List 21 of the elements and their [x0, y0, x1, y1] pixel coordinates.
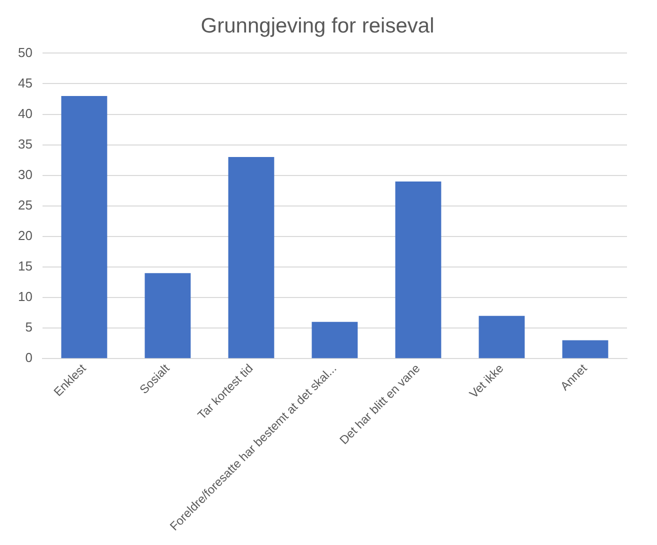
bar — [562, 340, 608, 358]
y-tick-label: 20 — [18, 228, 32, 244]
bar — [228, 157, 274, 358]
bar — [312, 322, 358, 358]
y-tick-label: 30 — [18, 166, 32, 182]
bar — [395, 181, 442, 358]
y-tick-label: 45 — [18, 75, 32, 90]
x-tick-label: Vet ikke — [466, 361, 506, 401]
y-tick-label: 15 — [18, 258, 32, 274]
y-tick-label: 50 — [18, 44, 32, 60]
y-tick-label: 5 — [25, 320, 32, 335]
y-tick-label: 0 — [25, 350, 32, 366]
chart-title: Grunngjeving for reiseval — [200, 14, 434, 38]
bar — [144, 273, 191, 358]
bar — [61, 96, 108, 358]
y-tick-label: 35 — [18, 136, 32, 152]
bar — [478, 316, 525, 358]
y-tick-label: 40 — [18, 106, 32, 121]
x-tick-label: Det har blitt en vane — [336, 361, 423, 448]
y-tick-label: 10 — [18, 289, 32, 304]
y-tick-label: 25 — [18, 197, 32, 212]
